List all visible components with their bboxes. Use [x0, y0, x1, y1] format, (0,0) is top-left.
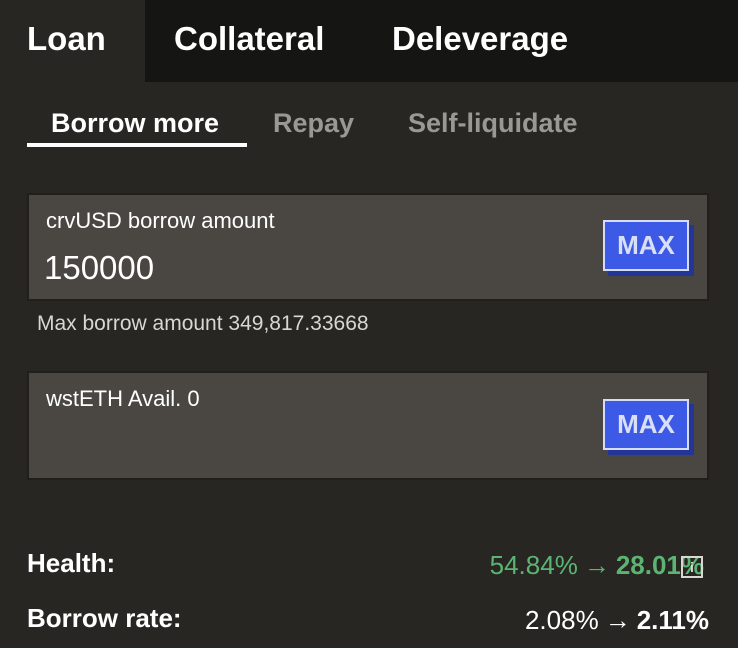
health-new-value: 28.01% — [615, 550, 704, 580]
tab-divider — [142, 0, 145, 82]
borrow-amount-input[interactable]: 150000 — [44, 249, 155, 286]
borrow-rate-old-value: 2.08% — [524, 605, 599, 635]
subtab-borrow-more[interactable]: Borrow more — [51, 108, 220, 138]
tab-deleverage[interactable]: Deleverage — [392, 20, 569, 57]
borrow-rate-new-value: 2.11% — [636, 605, 709, 635]
borrow-amount-field[interactable]: crvUSD borrow amount 150000 MAX — [27, 193, 709, 301]
arrow-right-icon: → — [583, 550, 610, 580]
tab-loan[interactable]: Loan — [0, 0, 142, 82]
borrow-amount-label: crvUSD borrow amount — [46, 208, 275, 233]
health-old-value: 54.84% — [489, 550, 578, 580]
arrow-right-icon: → — [604, 605, 631, 635]
borrow-rate-label: Borrow rate: — [27, 603, 182, 633]
subtab-repay[interactable]: Repay — [273, 108, 355, 138]
health-value: 54.84% → 28.01% — [490, 550, 704, 581]
tab-collateral[interactable]: Collateral — [174, 20, 325, 57]
health-label: Health: — [27, 548, 116, 578]
collateral-amount-label: wstETH Avail. 0 — [46, 386, 200, 411]
max-borrow-hint: Max borrow amount 349,817.33668 — [37, 312, 369, 335]
borrow-max-button[interactable]: MAX — [603, 220, 689, 271]
borrow-rate-value: 2.08% → 2.11% — [525, 605, 709, 636]
collateral-max-button[interactable]: MAX — [603, 399, 689, 450]
active-subtab-indicator — [27, 143, 247, 147]
collateral-amount-field[interactable]: wstETH Avail. 0 MAX — [27, 371, 709, 480]
subtab-self-liquidate[interactable]: Self-liquidate — [408, 108, 578, 138]
info-icon[interactable]: i — [681, 556, 703, 578]
